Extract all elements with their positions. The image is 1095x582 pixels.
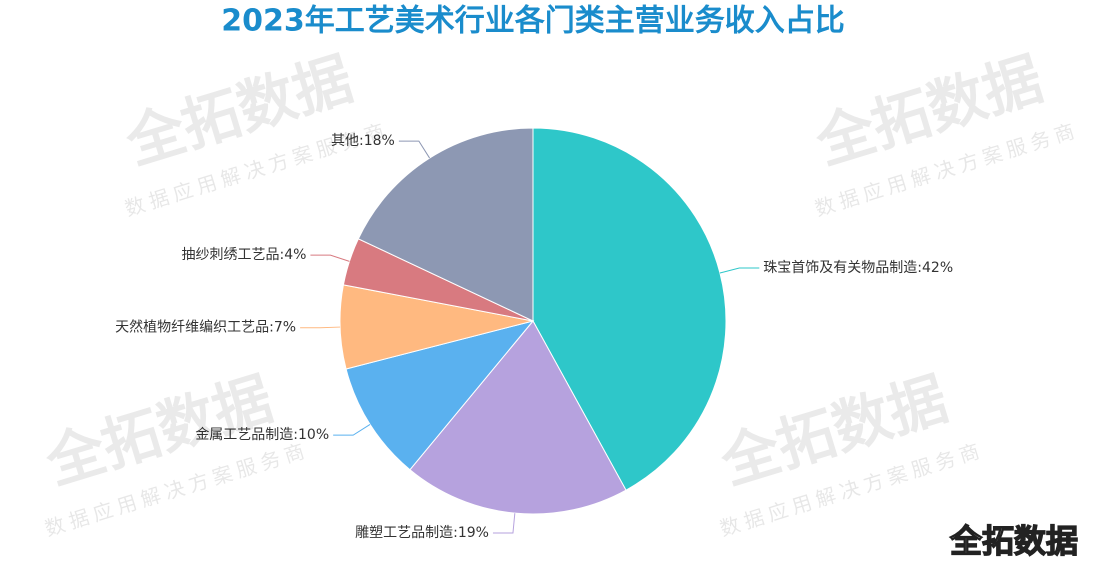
pie-slice: [357, 127, 534, 322]
pie-slice: [409, 320, 627, 515]
label-line: [719, 267, 760, 274]
pie-slice: [532, 127, 727, 491]
data-label: 天然植物纤维编织工艺品:7%: [115, 319, 296, 336]
logo: 全拓数据: [949, 522, 1078, 560]
data-label: 抽纱刺绣工艺品:4%: [181, 247, 306, 263]
data-label: 金属工艺品制造:10%: [195, 427, 329, 443]
pie-slice: [345, 320, 535, 471]
pie: 珠宝首饰及有关物品制造:42% 雕塑工艺品制造:19% 金属工艺品制造:10% 天然植…: [115, 127, 953, 541]
data-label: 雕塑工艺品制造:19%: [355, 525, 489, 541]
label-line: [300, 326, 341, 329]
label-line: [492, 513, 516, 534]
label-line: [333, 423, 371, 436]
label-line: [310, 254, 350, 262]
chart-title: 2023年工艺美术行业各门类主营业务收入占比: [221, 4, 845, 39]
label-line: [398, 140, 431, 159]
data-label: 珠宝首饰及有关物品制造:42%: [763, 260, 953, 276]
data-label: 其他:18%: [331, 133, 395, 149]
